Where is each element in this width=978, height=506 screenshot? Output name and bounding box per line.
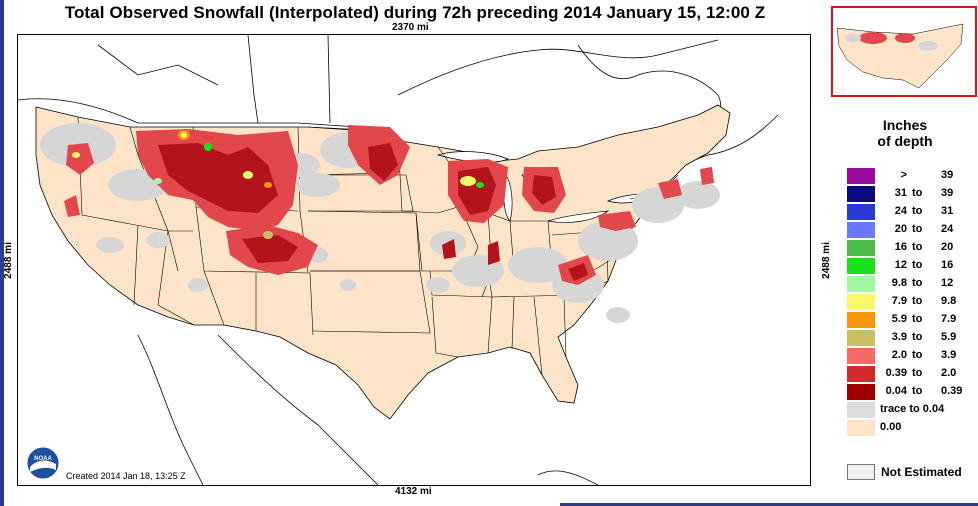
legend-row: 0.00	[847, 419, 972, 437]
legend-label-hi: 31	[941, 205, 954, 217]
height-label-right: 2488 mi	[820, 242, 832, 279]
legend-label-to: to	[912, 367, 923, 379]
legend-row: 2.0 to 3.9	[847, 347, 972, 365]
legend-label-hi: 5.9	[941, 331, 957, 343]
legend-title-line2: of depth	[877, 133, 933, 149]
legend-label-lo: 0.39	[885, 367, 907, 379]
country-outlines	[18, 35, 779, 485]
snowfall-legend: >39 31 to 39 24 to 31 20 to 24 16 to 20 12 to 16 9.8 to 12…	[847, 167, 972, 437]
overview-inset-map[interactable]	[831, 6, 977, 97]
legend-label-to: to	[912, 187, 923, 199]
legend-label-to: to	[912, 259, 923, 271]
legend-row: 24 to 31	[847, 203, 972, 221]
legend-swatch	[847, 168, 875, 184]
legend-label-lo: 0.04	[885, 385, 907, 397]
legend-swatch	[847, 384, 875, 400]
legend-swatch	[847, 186, 875, 202]
legend-swatch	[847, 294, 875, 310]
legend-label-to: to	[912, 277, 923, 289]
legend-label-lo: 3.9	[891, 331, 907, 343]
legend-swatch	[847, 330, 875, 346]
legend-label-lo: 31	[894, 187, 907, 199]
created-timestamp: Created 2014 Jan 18, 13:25 Z	[66, 471, 186, 481]
legend-label-hi: 0.39	[941, 385, 963, 397]
legend-swatch	[847, 420, 875, 436]
legend-label-to: to	[912, 295, 923, 307]
legend-row: trace to 0.04	[847, 401, 972, 419]
legend-row: 9.8 to 12	[847, 275, 972, 293]
legend-label-hi: 2.0	[941, 367, 957, 379]
legend-not-estimated: Not Estimated	[847, 462, 972, 482]
legend-swatch	[847, 312, 875, 328]
legend-label-hi: 9.8	[941, 295, 957, 307]
legend-label-hi: 20	[941, 241, 954, 253]
legend-swatch	[847, 222, 875, 238]
legend-row: 0.39 to 2.0	[847, 365, 972, 383]
legend-label-hi: 7.9	[941, 313, 957, 325]
width-label-top: 2370 mi	[392, 22, 429, 33]
left-accent-bar	[0, 0, 4, 506]
bottom-accent-bar	[560, 503, 978, 506]
legend-label-lo: >	[900, 169, 907, 181]
legend-label-lo: 5.9	[891, 313, 907, 325]
legend-label-lo: 12	[894, 259, 907, 271]
snowfall-map[interactable]	[17, 34, 811, 486]
legend-label-to: to	[912, 223, 923, 235]
legend-swatch-not-estimated	[847, 464, 875, 480]
noaa-logo: NOAA	[26, 446, 60, 480]
legend-label-to: to	[912, 331, 923, 343]
map-title: Total Observed Snowfall (Interpolated) d…	[64, 3, 766, 22]
legend-swatch	[847, 348, 875, 364]
legend-label-to: to	[912, 241, 923, 253]
legend-swatch	[847, 402, 875, 418]
height-label-left: 2488 mi	[2, 242, 14, 279]
legend-swatch	[847, 366, 875, 382]
map-canvas	[18, 35, 779, 485]
legend-row: 3.9 to 5.9	[847, 329, 972, 347]
legend-label-to: to	[912, 385, 923, 397]
legend-label-lo: 2.0	[891, 349, 907, 361]
legend-label-lo: 24	[894, 205, 907, 217]
legend-title: Inches of depth	[850, 117, 960, 149]
legend-row: 7.9 to 9.8	[847, 293, 972, 311]
legend-row: 16 to 20	[847, 239, 972, 257]
legend-label-hi: 24	[941, 223, 954, 235]
legend-row: 0.04 to 0.39	[847, 383, 972, 401]
legend-label-hi: 16	[941, 259, 954, 271]
legend-title-line1: Inches	[882, 117, 928, 133]
noaa-logo-text: NOAA	[34, 456, 52, 462]
legend-label-lo: 16	[894, 241, 907, 253]
inset-canvas	[836, 23, 964, 89]
legend-swatch	[847, 204, 875, 220]
legend-row: 5.9 to 7.9	[847, 311, 972, 329]
heavy-snowfall-areas	[158, 143, 588, 281]
legend-label-to: to	[912, 349, 923, 361]
legend-row: 20 to 24	[847, 221, 972, 239]
legend-label-hi: 3.9	[941, 349, 957, 361]
legend-label: trace to 0.04	[880, 403, 945, 415]
legend-swatch	[847, 258, 875, 274]
legend-label-hi: 12	[941, 277, 954, 289]
legend-row: >39	[847, 167, 972, 185]
legend-label-to: to	[912, 313, 923, 325]
legend-swatch	[847, 240, 875, 256]
legend-label-lo: 9.8	[891, 277, 907, 289]
legend-label-lo: 7.9	[891, 295, 907, 307]
legend-row: 31 to 39	[847, 185, 972, 203]
legend-label-hi: 39	[941, 169, 954, 181]
legend-label-lo: 20	[894, 223, 907, 235]
peak-snowfall-spots	[72, 130, 484, 239]
legend-label-to: to	[912, 205, 923, 217]
legend-label-not-estimated: Not Estimated	[881, 465, 962, 479]
legend-row: 12 to 16	[847, 257, 972, 275]
legend-label-hi: 39	[941, 187, 954, 199]
legend-swatch	[847, 276, 875, 292]
width-label-bottom: 4132 mi	[395, 486, 432, 497]
legend-label: 0.00	[880, 421, 902, 433]
